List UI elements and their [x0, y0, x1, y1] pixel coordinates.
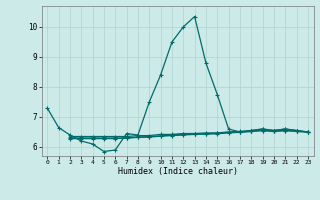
- X-axis label: Humidex (Indice chaleur): Humidex (Indice chaleur): [118, 167, 237, 176]
